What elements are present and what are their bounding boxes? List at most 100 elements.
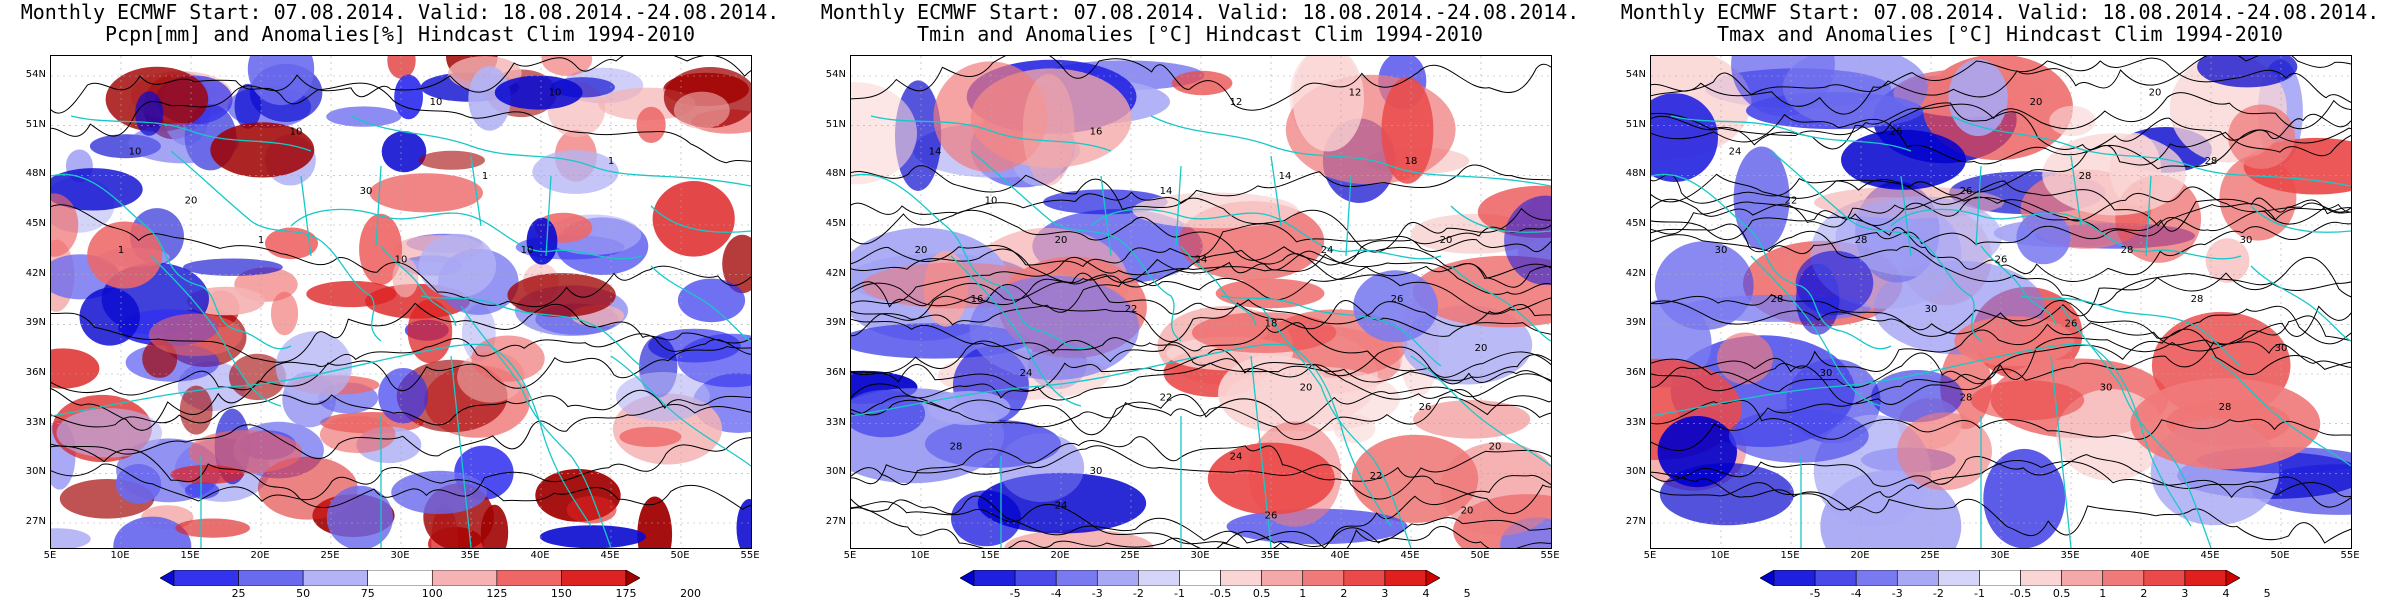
coastline-path [1450,205,1551,233]
coastline-path [2250,205,2351,233]
longitude-tick-label: 15E [980,550,1000,561]
anomaly-patch [270,291,299,336]
coastlines-and-borders [1651,115,2351,548]
latitude-tick-label: 33N [25,416,46,428]
colorbar-tick-label: 3 [1381,587,1389,600]
latitude-tick-label: 36N [1625,367,1646,378]
anomaly-patch [637,496,673,548]
contour-line [851,495,1551,548]
colorbar-segment [973,569,1016,587]
anomaly-patch [1835,196,2003,277]
coastline-path [970,150,1182,342]
anomaly-patch [619,426,682,447]
longitude-tick-label: 5E [1643,550,1657,561]
colorbar-segment [238,569,304,587]
coastlines-and-borders [851,115,1551,548]
contour-value-label: 30 [1925,304,1938,315]
longitude-tick-label: 5E [843,550,857,561]
colorbar-segment [561,569,627,587]
anomaly-patch [933,61,1048,173]
anomaly-patch [1207,442,1335,515]
contour-line [851,474,1551,548]
longitude-tick-label: 25E [1920,550,1940,561]
contour-line [51,463,751,510]
anomaly-colorbar [159,569,641,587]
colorbar-segment [1896,569,1939,587]
contour-line [1651,256,2351,335]
contour-line [51,56,751,137]
anomaly-patch [407,299,453,364]
contour-value-label: 30 [1715,245,1728,256]
anomaly-patch [1171,70,1233,96]
colorbar-segment [2020,569,2062,587]
contour-value-label: 26 [1265,511,1278,522]
colorbar-tick-label: 50 [296,587,311,600]
anomaly-patch [736,499,751,548]
anomaly-patch [326,106,402,127]
longitude-tick-label: 35E [460,550,480,561]
anomaly-patch [673,91,730,129]
anomaly-patch [135,91,164,136]
contour-value-label: 10 [290,127,303,138]
latitude-tick-label: 45N [25,218,46,229]
colorbar-low-extend [1759,569,1775,587]
coastline-path [1100,155,1352,257]
contour-line [51,389,751,428]
anomaly-patch [359,213,403,286]
anomaly-patch [2130,378,2321,470]
latitude-tick-label: 27N [1625,516,1646,527]
map-plot-area: 10 10 10 10 20 30 1 1 1 1 10 10 [50,55,752,549]
anomaly-patch [722,234,751,294]
latitude-tick-label: 51N [825,118,846,130]
contour-value-label: 1 [608,156,614,167]
contour-lines [851,56,1551,548]
anomaly-patch [51,528,91,548]
contour-line [51,333,751,396]
coastline-path [1450,265,1551,342]
anomaly-field: 14 16 12 12 10 14 14 18 20 20 24 24 20 16 22 18 26 20 24 22… [851,56,1551,548]
contour-value-label: 26 [1960,186,1973,197]
latitude-tick-label: 54N [1625,69,1646,80]
anomaly-patch [387,56,416,79]
colorbar-segment [1384,569,1427,587]
longitude-tick-label: 20E [1050,550,1070,561]
colorbar-segment [1343,569,1386,587]
anomaly-patch [1413,400,1531,439]
contour-line [851,373,1551,436]
contour-value-label: 30 [1820,368,1833,379]
colorbar-segment [1220,569,1262,587]
anomaly-patch [391,470,487,514]
longitude-tick-label: 50E [670,550,690,561]
contour-value-label: 20 [1489,442,1502,453]
colorbar-low-extend [159,569,175,587]
contour-value-label: 14 [1279,171,1292,182]
contour-value-label: 20 [1475,343,1488,354]
anomaly-patch [115,464,162,504]
contour-line [51,302,751,363]
coastline-path [870,115,1112,152]
contour-value-label: 18 [1265,319,1278,330]
colorbar-tick-label: -1 [1173,587,1185,600]
colorbar-segment [2102,569,2145,587]
contour-value-label: 24 [1321,245,1334,256]
contour-value-label: 10 [395,255,408,266]
anomaly-patch [541,56,593,76]
coastline-path [851,173,1092,350]
longitude-tick-label: 25E [1120,550,1140,561]
colorbar-segment [1773,569,1816,587]
coastline-path [51,173,292,350]
contour-line [851,250,1551,308]
contour-line [1651,223,2351,306]
anomaly-patch [184,481,220,499]
contour-line [1651,328,2351,405]
longitude-tick-label: 10E [110,550,130,561]
colorbar-segment [1096,569,1139,587]
coastline-path [290,208,642,260]
longitude-tick-label: 20E [250,550,270,561]
colorbar-tick-label: 75 [360,587,375,600]
coastline-path [300,155,552,257]
longitude-tick-label: 40E [2130,550,2150,561]
anomaly-patch [1871,370,1963,423]
contour-value-label: 26 [1419,402,1432,413]
anomaly-patch [179,385,213,435]
